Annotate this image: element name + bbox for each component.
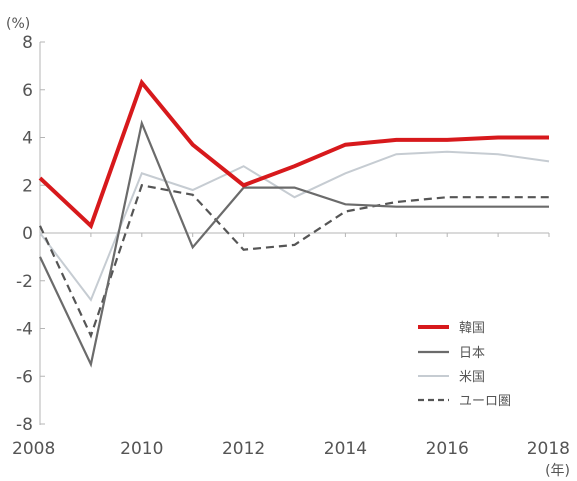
y-tick-label: 8: [22, 33, 33, 53]
y-tick-label: -6: [16, 367, 33, 387]
x-tick-label: 2014: [324, 439, 367, 459]
legend-label: 米国: [459, 370, 485, 385]
x-tick-label: 2012: [222, 439, 265, 459]
x-unit-label: (年): [545, 463, 570, 479]
y-tick-label: -8: [16, 415, 33, 435]
legend-label: 日本: [459, 346, 485, 361]
series-line-1: [39, 119, 549, 368]
y-tick-label: -2: [16, 272, 33, 292]
legend-label: ユーロ圏: [459, 394, 511, 409]
x-tick-label: 2010: [120, 439, 163, 459]
y-tick-label: 0: [22, 224, 33, 244]
y-tick-label: 4: [22, 129, 33, 149]
y-tick-label: 6: [22, 81, 33, 101]
y-tick-label: 2: [22, 176, 33, 196]
x-tick-label: 2008: [12, 439, 55, 459]
y-unit-label: (%): [6, 16, 30, 32]
series-line-3: [39, 184, 549, 339]
y-tick-label: -4: [16, 320, 33, 340]
x-tick-label: 2016: [426, 439, 469, 459]
legend-label: 韓国: [459, 321, 485, 336]
series-line-2: [39, 150, 550, 302]
series-line-0: [38, 78, 549, 230]
x-tick-label: 2018: [527, 439, 570, 459]
